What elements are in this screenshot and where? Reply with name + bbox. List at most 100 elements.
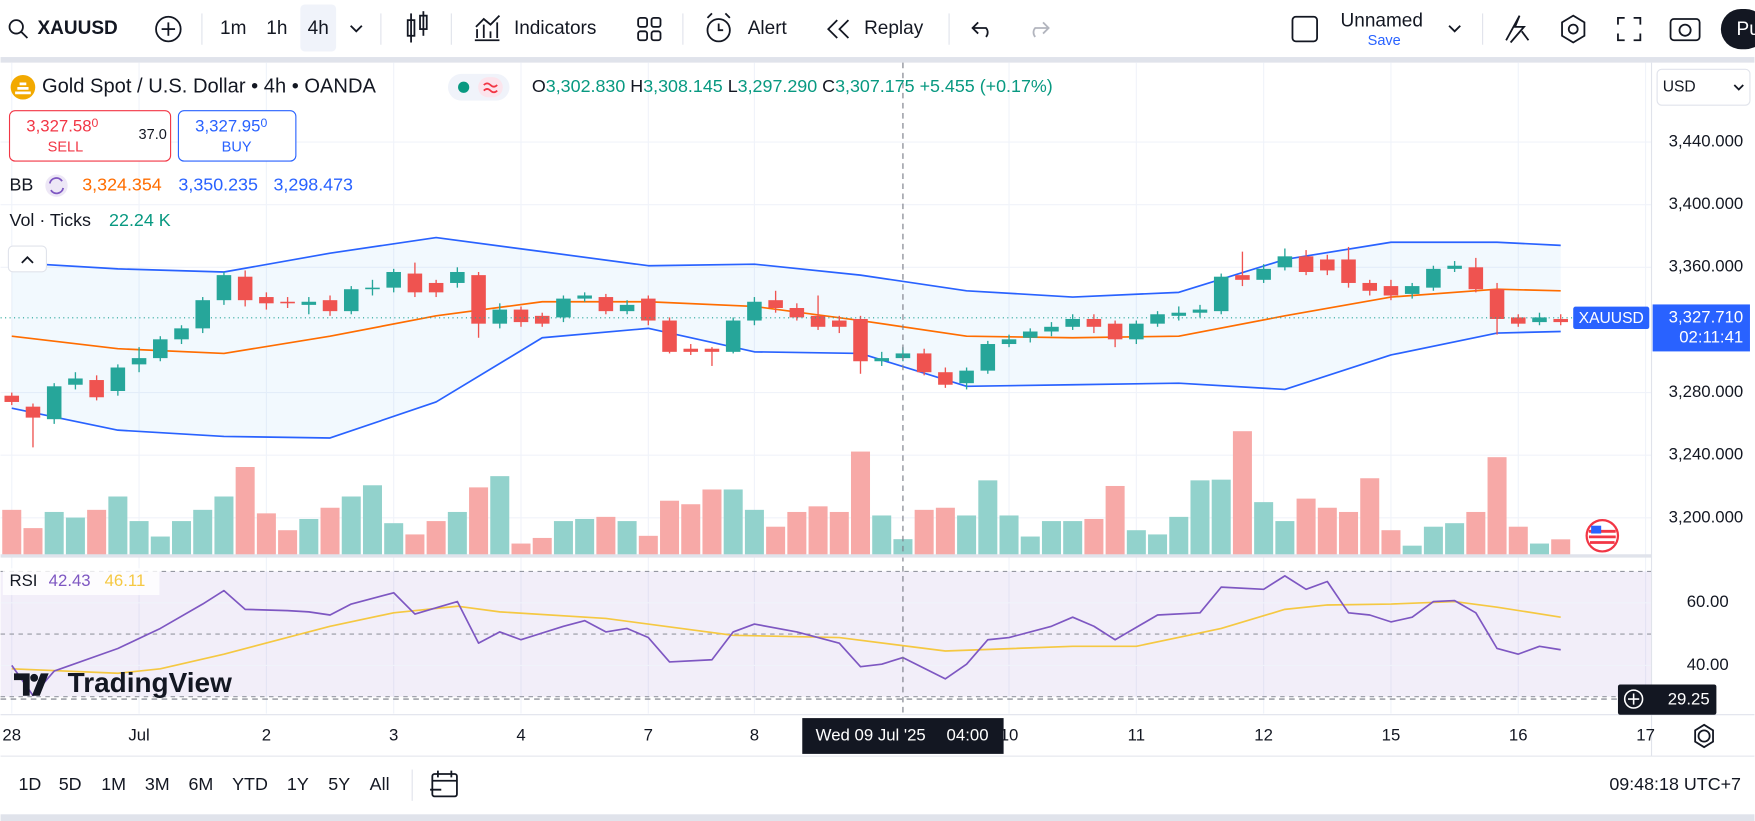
save[interactable]: Save: [1368, 33, 1401, 49]
volume-bar: [999, 515, 1019, 555]
range-button[interactable]: 5Y: [328, 774, 350, 794]
volume-bar: [1148, 534, 1168, 555]
range-button[interactable]: 6M: [188, 774, 213, 794]
sell-price[interactable]: 3,327.580: [26, 116, 98, 136]
alert[interactable]: Alert: [706, 12, 788, 43]
range-button[interactable]: 3M: [145, 774, 170, 794]
volume-bar: [129, 521, 149, 555]
sell-price-main[interactable]: 3,327.58: [26, 117, 91, 136]
volume-bar: [1169, 516, 1189, 555]
interval[interactable]: 4h: [308, 18, 329, 39]
indicators[interactable]: Indicators: [474, 15, 597, 42]
volume-bar: [553, 521, 573, 555]
interval-menu[interactable]: [350, 25, 363, 33]
brand[interactable]: TradingView: [13, 667, 232, 698]
candle-body: [768, 300, 783, 309]
range-button[interactable]: 1M: [101, 774, 126, 794]
bottom-edge: [0, 814, 1755, 821]
currency-select[interactable]: [1656, 68, 1751, 106]
interval[interactable]: 1h: [266, 18, 287, 39]
currency[interactable]: USD: [1663, 78, 1696, 95]
volume-bar: [978, 480, 998, 555]
candle-body: [683, 348, 699, 352]
rsi-value: 42.43: [49, 571, 91, 590]
bb-icon-arrows: [48, 177, 65, 195]
buy-price-main[interactable]: 3,327.95: [195, 117, 260, 136]
legend-title: Gold Spot / U.S. Dollar • 4h • OANDA: [42, 76, 377, 98]
y-tick-label: 3,200.000: [1669, 507, 1744, 526]
bb-upper: 3,350.235: [178, 174, 258, 194]
crosshair-time: 04:00: [947, 725, 989, 744]
volume-bar: [362, 485, 382, 555]
layout-name[interactable]: Unnamed: [1341, 10, 1423, 31]
volume-bar: [1466, 511, 1486, 555]
range-bar: 1D 5D 1M 3M 6M YTD 1Y 5Y All: [18, 774, 389, 794]
buy-label[interactable]: BUY: [222, 139, 252, 155]
symbol-badge-bg: [1573, 306, 1650, 330]
range-button[interactable]: 5D: [59, 774, 82, 794]
candle-body: [68, 378, 83, 385]
templates[interactable]: [637, 17, 662, 42]
sell-button[interactable]: [8, 110, 172, 162]
layout-check[interactable]: [1291, 15, 1318, 43]
interval[interactable]: 1m: [220, 18, 246, 39]
axis-settings[interactable]: [1694, 723, 1714, 749]
rsi-ma: [11, 600, 1561, 675]
buy-price[interactable]: 3,327.950: [195, 116, 267, 136]
add-symbol[interactable]: [155, 15, 182, 43]
redo[interactable]: [1032, 21, 1050, 38]
candle-body: [789, 308, 805, 318]
candle-body: [89, 380, 104, 398]
spread: 37.0: [139, 127, 167, 143]
us-flag[interactable]: [1585, 518, 1620, 553]
quick-search[interactable]: [1505, 15, 1530, 44]
search[interactable]: XAUUSD: [8, 18, 118, 39]
buy-button[interactable]: [177, 110, 297, 162]
brand-name[interactable]: TradingView: [68, 667, 232, 698]
volume-bar: [44, 511, 64, 555]
crosshair-value-bg: [1617, 684, 1717, 715]
x-tick-label: 7: [644, 725, 653, 744]
snapshot[interactable]: [1669, 18, 1701, 42]
candle-body: [577, 295, 592, 299]
buy-pip[interactable]: 0: [260, 116, 267, 130]
range-button[interactable]: All: [370, 774, 390, 794]
collapse-legend[interactable]: [7, 245, 47, 273]
volume-bar: [1126, 530, 1146, 555]
volume-bar: [1211, 479, 1231, 555]
band-upper: [11, 236, 1561, 298]
publish[interactable]: Pu: [1737, 19, 1755, 40]
volume-bar: [596, 516, 616, 555]
layout-menu[interactable]: [1448, 25, 1461, 33]
settings[interactable]: [1561, 14, 1586, 44]
y-tick-label: 3,280.000: [1669, 382, 1744, 401]
volume-bar: [405, 534, 425, 555]
replay[interactable]: Replay: [827, 18, 924, 39]
candle-body: [471, 275, 486, 324]
candle-body: [641, 298, 656, 321]
band-lower: [11, 327, 1561, 439]
undo[interactable]: [971, 21, 989, 38]
range-button[interactable]: YTD: [232, 774, 268, 794]
goto-date[interactable]: [430, 770, 458, 798]
symbol[interactable]: XAUUSD: [37, 18, 117, 39]
sell-label[interactable]: SELL: [48, 139, 84, 155]
indicators-label[interactable]: Indicators: [514, 18, 596, 39]
range-button[interactable]: 1Y: [287, 774, 309, 794]
alert-label[interactable]: Alert: [748, 18, 788, 39]
candle-body: [1129, 323, 1144, 340]
volume-bar: [2, 509, 22, 555]
volume-bar: [617, 521, 637, 555]
fullscreen[interactable]: [1617, 17, 1642, 42]
volume-bar: [681, 504, 701, 555]
volume-bar: [638, 535, 658, 555]
range-button[interactable]: 1D: [18, 774, 41, 794]
candle-body: [1341, 259, 1356, 283]
candle-body: [747, 301, 762, 321]
sell-pip[interactable]: 0: [92, 116, 99, 130]
volume-bar: [1084, 518, 1104, 555]
volume-bar: [744, 509, 764, 555]
publish-button[interactable]: [1720, 8, 1755, 50]
chart-type[interactable]: [406, 11, 428, 43]
replay-label[interactable]: Replay: [864, 18, 924, 39]
